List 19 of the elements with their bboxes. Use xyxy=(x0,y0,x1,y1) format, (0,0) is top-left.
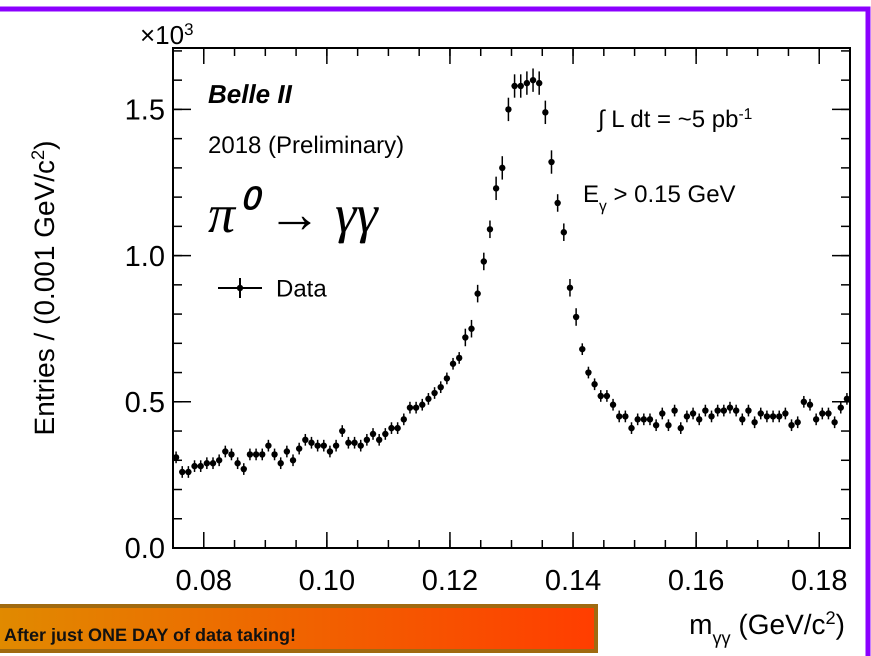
x-axis-title: m$_{γγ}$ (GeV/c$^{2}$) xyxy=(689,608,845,648)
annotation: ×10$^{3}$ xyxy=(140,20,194,50)
annotation: Belle II xyxy=(208,79,293,109)
legend-label: Data xyxy=(276,275,328,302)
text: After just ONE DAY of data taking! xyxy=(4,625,296,645)
x-tick-label: 0.18 xyxy=(791,565,848,597)
y-tick-label: 0.5 xyxy=(124,386,165,419)
y-tick-label: 1.0 xyxy=(124,240,165,273)
x-tick-label: 0.08 xyxy=(176,565,232,597)
x-tick-label: 0.14 xyxy=(544,565,602,597)
x-tick-label: 0.16 xyxy=(668,565,724,597)
annotation: ∫ L dt = ~5 pb$^{-1}$ xyxy=(596,106,752,133)
annotation: 2018 (Preliminary) xyxy=(208,132,404,159)
annotation: E$_{γ}$ > 0.15 GeV xyxy=(583,181,736,214)
y-tick-label: 1.5 xyxy=(124,94,165,127)
x-tick-label: 0.10 xyxy=(298,565,356,597)
y-tick-label: 0.0 xyxy=(124,533,165,566)
x-tick-label: 0.12 xyxy=(422,565,478,597)
annotation: π⁰ → γγ xyxy=(208,184,380,244)
